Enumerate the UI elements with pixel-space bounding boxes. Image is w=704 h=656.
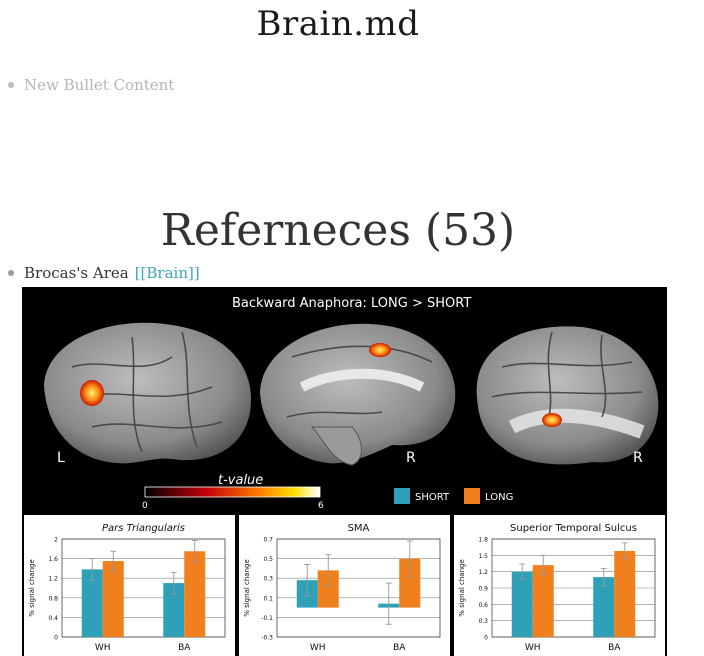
y-tick-label: 0.9 [478,586,488,593]
plot-frame [491,538,656,638]
y-tick-label: 0.3 [263,576,273,583]
y-tick-label: 0.5 [263,556,273,563]
chart-title: SMA [348,523,370,534]
x-tick-label: BA [178,643,191,653]
bar [163,583,185,637]
reference-item[interactable]: Brocas's Area [[Brain]] [8,264,200,282]
new-bullet-placeholder[interactable]: New Bullet Content [24,76,175,94]
bar [184,551,206,637]
y-tick-label: 0.8 [48,595,58,602]
colorbar-label: t-value [218,473,263,488]
bar [511,571,533,637]
bar [399,558,421,608]
y-axis-label: % signal change [243,559,251,617]
legend-label-short: SHORT [415,492,450,503]
brain-figure: Backward Anaphora: LONG > SHORT L R R [22,287,667,656]
bar [102,561,124,637]
x-tick-label: WH [310,643,326,653]
y-tick-label: 0.6 [478,602,488,609]
colorbar-min: 0 [142,501,148,511]
colorbar: t-value 0 6 [142,473,324,511]
plot-frame [276,538,441,638]
y-tick-label: -0.3 [261,635,273,642]
colorbar-max: 6 [318,501,324,511]
activation-blob-sts [542,413,562,427]
y-tick-label: 2 [54,537,58,544]
y-tick-label: 0.4 [48,615,58,622]
legend-swatch-long [464,488,480,504]
x-tick-label: WH [525,643,541,653]
y-tick-label: -0.1 [261,615,273,622]
y-tick-label: 1.5 [478,553,488,560]
chart-title: Superior Temporal Sulcus [510,523,637,534]
bar [593,577,615,637]
bar-chart-panel: Pars Triangularis % signal change 0 0.4 0.8 1… [24,515,235,656]
y-tick-label: 0.7 [263,537,273,544]
y-tick-label: 1.2 [48,576,58,583]
left-hemisphere-brain: L [44,322,252,466]
x-tick-label: BA [608,643,621,653]
new-bullet-item[interactable]: New Bullet Content [8,76,174,94]
y-tick-label: 0 [484,635,488,642]
y-axis-label: % signal change [458,559,466,617]
hemisphere-label-1: L [57,450,65,466]
plot-frame [61,538,226,638]
document-title: Brain.md [256,4,420,44]
activation-blob-pars-triangularis [80,380,104,406]
x-tick-label: BA [393,643,406,653]
y-tick-label: 0.1 [263,595,273,602]
bar-chart-panel: Superior Temporal Sulcus % signal change 0… [454,515,665,656]
brain-page-link[interactable]: [[Brain]] [134,264,200,282]
references-heading: Referneces (53) [160,205,516,256]
activation-blob-sma [369,343,391,357]
brain-figure-svg: Backward Anaphora: LONG > SHORT L R R [24,296,665,656]
y-tick-label: 1.6 [48,556,58,563]
bar-charts: Pars Triangularis % signal change 0 0.4 0.8 1… [24,515,665,656]
medial-brain: R [260,323,456,466]
y-axis-label: % signal change [28,559,36,617]
y-tick-label: 1.8 [478,537,488,544]
bullet-dot-icon [8,82,14,88]
right-hemisphere-brain: R [476,326,659,466]
y-tick-label: 0.3 [478,618,488,625]
bar [532,565,554,637]
x-tick-label: WH [95,643,111,653]
y-tick-label: 0 [54,635,58,642]
reference-item-label: Brocas's Area [24,264,129,282]
legend-swatch-short [394,488,410,504]
y-tick-label: 1.2 [478,569,488,576]
bar [614,550,636,637]
hemisphere-label-2: R [406,450,416,466]
bar [81,569,103,637]
legend-label-long: LONG [485,492,513,503]
bar-chart-panel: SMA % signal change -0.3 -0.1 0.1 0.3 0.5 0.7 WH… [239,515,450,656]
bullet-dot-icon [8,270,14,276]
figure-title: Backward Anaphora: LONG > SHORT [232,296,471,311]
chart-title: Pars Triangularis [102,523,185,534]
bar [317,570,339,608]
hemisphere-label-3: R [633,450,643,466]
legend: SHORT LONG [394,488,513,504]
